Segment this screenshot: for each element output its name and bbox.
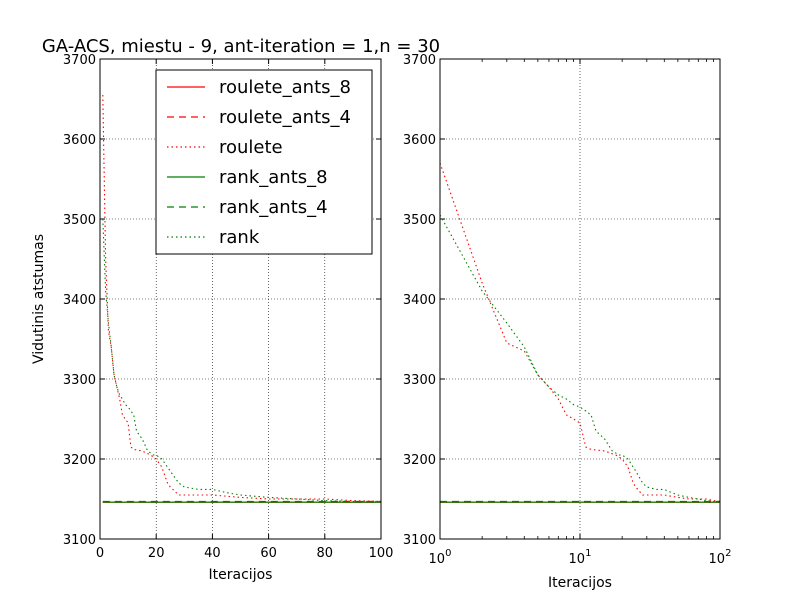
left-panel: 0 20 40 60 80 100 3100 3200 3300 3400 3500 3600 3700… [31, 36, 440, 583]
x-tick-label: 40 [204, 546, 221, 561]
plot-frame [439, 58, 721, 540]
legend-label-rank-ants-4: rank_ants_4 [219, 197, 328, 218]
x-tick-label: 100 [369, 546, 394, 561]
right-panel: 100 101 1023100320033003400350036003700Ite… [403, 53, 732, 591]
series-line-roulete [102, 94, 382, 502]
y-tick-label: 3500 [63, 213, 96, 228]
chart-title: GA-ACS, miestu - 9, ant-iteration = 1,n … [42, 36, 440, 57]
legend-label-roulete: roulete [219, 137, 283, 158]
y-tick-label: 3200 [63, 453, 96, 468]
y-tick-label: 3100 [63, 533, 96, 548]
x-axis-label: Iteracijos [209, 567, 273, 583]
y-tick-label: 3700 [63, 53, 96, 68]
y-tick-label: 3200 [403, 453, 436, 468]
series-line-rank [102, 218, 381, 502]
x-tick-label: 100 [429, 548, 452, 567]
series-line-rank [439, 214, 720, 502]
y-tick-label: 3100 [403, 533, 436, 548]
x-tick-label: 102 [709, 548, 732, 567]
x-tick-label-exponent: 1 [585, 548, 591, 559]
y-tick-label: 3300 [403, 373, 436, 388]
x-tick-label: 80 [317, 546, 334, 561]
x-tick-label-base: 10 [429, 552, 446, 567]
legend-label-rank: rank [219, 227, 260, 248]
x-tick-label: 60 [260, 546, 277, 561]
y-tick-label: 3400 [63, 293, 96, 308]
x-tick-label: 0 [96, 546, 104, 561]
y-tick-label: 3600 [403, 133, 436, 148]
y-axis-label: Vidutinis atstumas [31, 234, 47, 364]
plot-frame [99, 58, 382, 540]
x-tick-label-base: 10 [709, 552, 726, 567]
x-tick-label: 101 [569, 548, 592, 567]
x-tick-label-exponent: 2 [725, 548, 731, 559]
y-tick-label: 3600 [63, 133, 96, 148]
x-tick-label: 20 [148, 546, 165, 561]
y-tick-label: 3700 [403, 53, 436, 68]
y-tick-label: 3300 [63, 373, 96, 388]
x-tick-label-exponent: 0 [445, 548, 451, 559]
y-tick-label: 3500 [403, 213, 436, 228]
legend-label-roulete-ants-8: roulete_ants_8 [219, 77, 351, 98]
legend-label-roulete-ants-4: roulete_ants_4 [219, 107, 351, 128]
x-tick-label-base: 10 [569, 552, 586, 567]
legend-box [155, 69, 373, 255]
y-tick-label: 3400 [403, 293, 436, 308]
legend-label-rank-ants-8: rank_ants_8 [219, 167, 328, 188]
x-axis-label: Iteracijos [548, 575, 612, 591]
